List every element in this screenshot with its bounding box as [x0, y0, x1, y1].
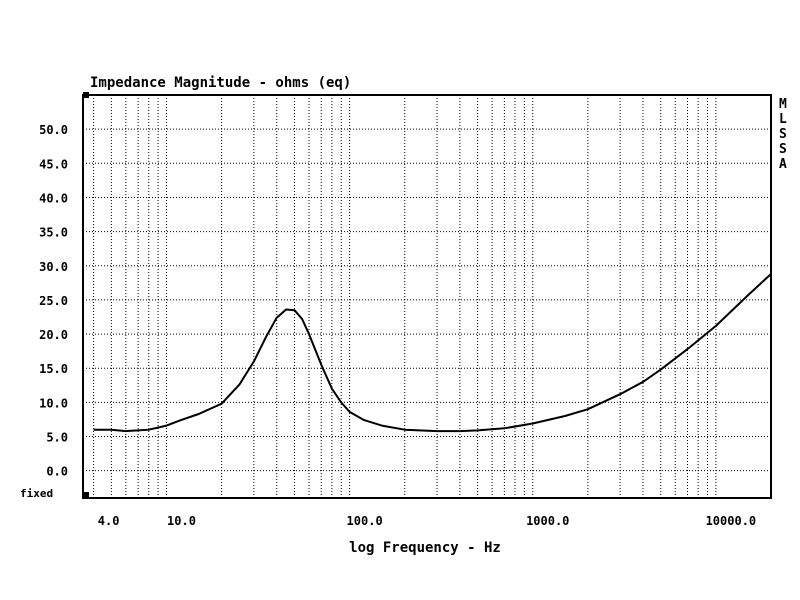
side-legend-letter: M: [779, 97, 787, 112]
x-tick-label: 10000.0: [706, 514, 757, 528]
y-tick-label: 20.0: [39, 328, 68, 342]
corner-marker-bottom: [83, 492, 89, 498]
y-tick-label: 0.0: [46, 465, 68, 479]
chart-title: Impedance Magnitude - ohms (eq): [90, 75, 351, 91]
y-tick-label: 50.0: [39, 123, 68, 137]
side-legend-letter: L: [779, 112, 787, 127]
side-legend-letter: S: [779, 142, 787, 157]
impedance-series-line: [93, 273, 772, 433]
grid-lines: [83, 95, 772, 498]
y-tick-label: 40.0: [39, 191, 68, 205]
x-tick-label: 4.0: [98, 514, 120, 528]
y-tick-label: 25.0: [39, 294, 68, 308]
series-layer: [93, 273, 772, 433]
y-tick-label: 35.0: [39, 226, 68, 240]
plot-frame: [82, 92, 772, 499]
x-tick-label: 10.0: [167, 514, 196, 528]
fixed-label: fixed: [20, 487, 53, 500]
y-tick-label: 45.0: [39, 157, 68, 171]
axis-tick-labels: 0.0 5.0 10.0 15.0 20.0 25.0 30.0 35.0 40.0 45.0 50…: [39, 123, 756, 528]
plot-border: [82, 94, 772, 499]
y-tick-label: 5.0: [46, 431, 68, 445]
y-tick-label: 15.0: [39, 362, 68, 376]
side-legend-letter: A: [779, 157, 787, 172]
x-tick-label: 1000.0: [526, 514, 569, 528]
corner-marker-top: [83, 92, 89, 98]
y-tick-label: 30.0: [39, 260, 68, 274]
x-tick-label: 100.0: [347, 514, 383, 528]
side-legend-letter: S: [779, 127, 787, 142]
x-axis-label: log Frequency - Hz: [349, 540, 501, 556]
y-tick-label: 10.0: [39, 396, 68, 410]
